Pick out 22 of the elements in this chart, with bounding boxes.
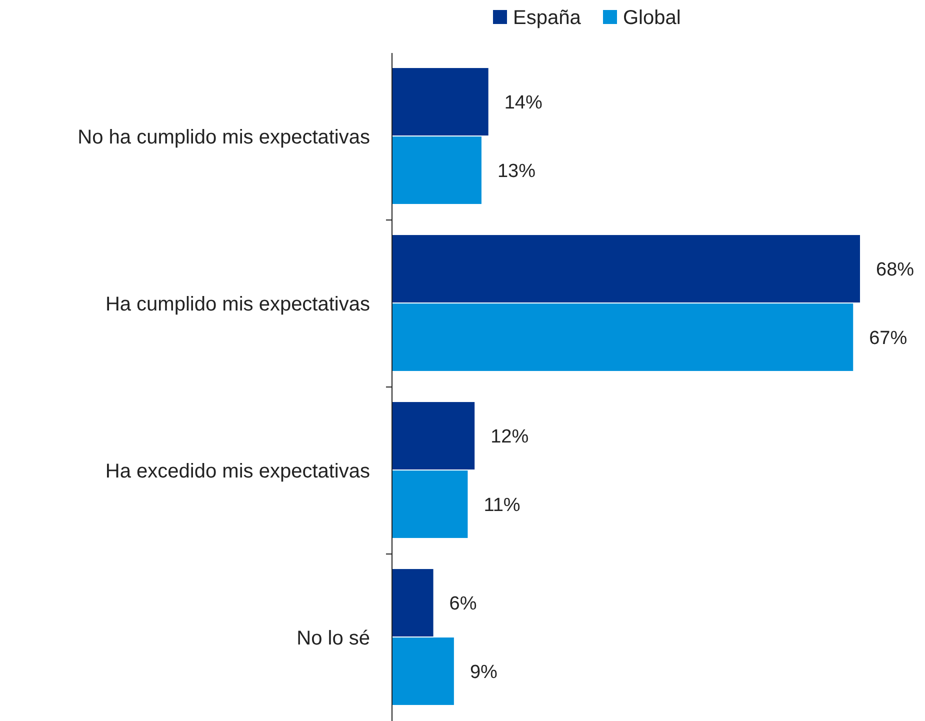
data-label: 9% bbox=[470, 662, 498, 683]
data-label: 14% bbox=[504, 92, 542, 114]
data-label: 11% bbox=[484, 494, 520, 516]
y-tick-label: No lo sé bbox=[296, 628, 370, 650]
bar bbox=[392, 402, 475, 470]
bar bbox=[392, 136, 482, 204]
bar bbox=[392, 470, 468, 538]
legend-label: España bbox=[513, 7, 582, 29]
y-tick-label: No ha cumplido mis expectativas bbox=[78, 126, 370, 148]
y-tick-label: Ha cumplido mis expectativas bbox=[105, 294, 370, 316]
data-label: 13% bbox=[497, 160, 536, 182]
bar bbox=[392, 235, 860, 302]
bar bbox=[392, 68, 488, 136]
data-label: 68% bbox=[876, 259, 914, 280]
bar bbox=[392, 638, 454, 705]
data-label: 6% bbox=[449, 593, 477, 614]
bar bbox=[392, 569, 434, 636]
data-label: 12% bbox=[490, 426, 529, 448]
data-label: 67% bbox=[869, 328, 908, 349]
y-tick-label: Ha excedido mis expectativas bbox=[105, 460, 370, 482]
bar bbox=[392, 304, 854, 371]
legend-label: Global bbox=[623, 7, 681, 29]
